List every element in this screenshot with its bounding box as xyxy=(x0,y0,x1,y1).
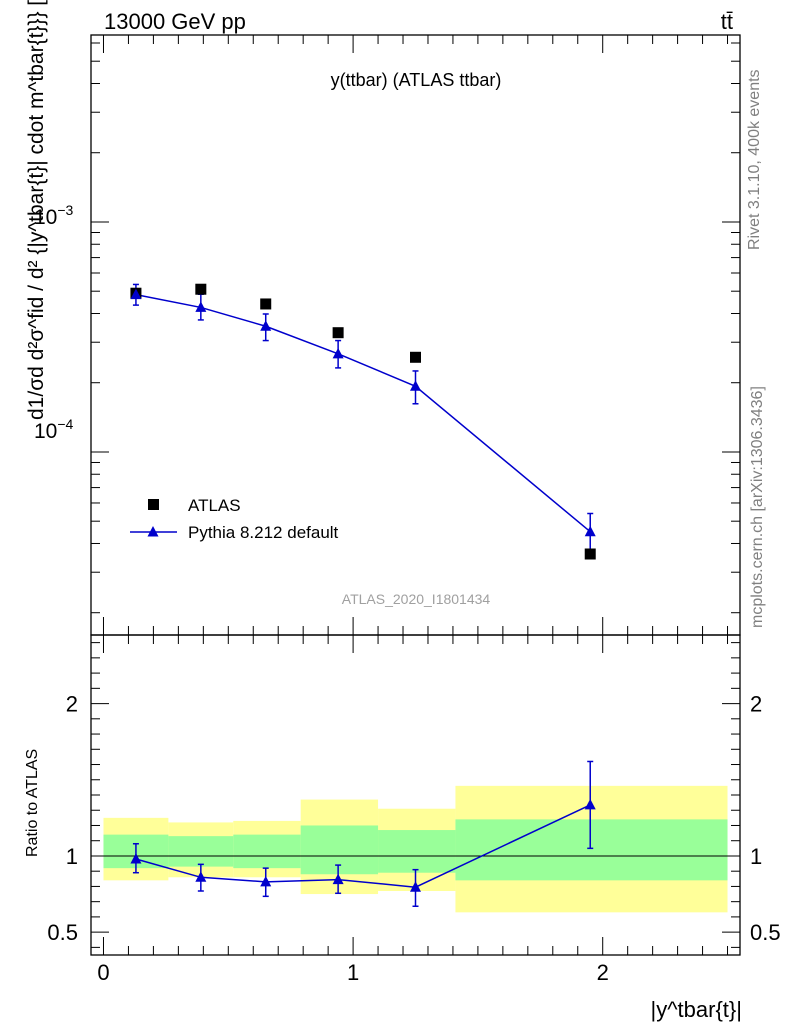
main-frame xyxy=(90,34,741,636)
legend: ATLAS Pythia 8.212 default xyxy=(130,496,339,542)
ratio-data-point xyxy=(260,875,272,887)
ratio-axis-ticks: 0.5 0.5 1 1 2 2 0 1 2 xyxy=(47,635,781,985)
y-tick-label-1e-3: 10−3 xyxy=(34,202,74,229)
main-y-axis-label: d1/σd d²σ^fid / d² {|y^tbar{t}| cdot m^t… xyxy=(25,0,48,420)
ratio-y-tick-label-right: 0.5 xyxy=(750,920,781,945)
main-panel: y(ttbar) (ATLAS ttbar) ATLAS_2020_I18014… xyxy=(25,0,741,636)
x-tick-label: 2 xyxy=(597,960,609,985)
ratio-y-tick-label-left: 2 xyxy=(66,692,78,717)
ratio-data-point xyxy=(584,798,596,810)
atlas-data-point xyxy=(260,298,272,310)
ratio-uncertainty-bands xyxy=(103,785,728,913)
legend-atlas-label: ATLAS xyxy=(188,496,241,515)
pythia-data-point xyxy=(195,301,207,312)
ratio-data-point xyxy=(195,871,207,882)
ratio-data-point xyxy=(410,881,421,892)
x-tick-label: 0 xyxy=(97,960,109,985)
mcplots-label: mcplots.cern.ch [arXiv:1306.3436] xyxy=(749,386,766,628)
atlas-data-point xyxy=(410,351,421,363)
main-data-layer xyxy=(130,283,596,560)
ratio-y-axis-label: Ratio to ATLAS xyxy=(24,749,41,857)
pythia-data-point xyxy=(130,288,142,300)
main-axis-ticks xyxy=(91,35,740,635)
pythia-series-line xyxy=(135,293,591,533)
process-label: tt̄ xyxy=(721,9,733,34)
ratio-y-tick-label-right: 1 xyxy=(750,844,762,869)
ratio-data-point xyxy=(332,873,344,885)
ratio-data-point xyxy=(130,853,142,864)
analysis-watermark: ATLAS_2020_I1801434 xyxy=(342,591,491,607)
ratio-band-green xyxy=(455,819,728,881)
ratio-band-green xyxy=(378,830,456,873)
legend-pythia-marker xyxy=(147,526,159,537)
atlas-data-point xyxy=(584,548,596,560)
ratio-y-tick-label-right: 2 xyxy=(750,692,762,717)
ratio-band-green xyxy=(233,834,301,869)
ratio-y-tick-label-left: 1 xyxy=(66,844,78,869)
rivet-label: Rivet 3.1.10, 400k events xyxy=(746,69,763,250)
energy-label: 13000 GeV pp xyxy=(104,9,246,34)
ratio-panel: 0.5 0.5 1 1 2 2 0 1 2 Ratio to ATLAS |y^tbar{t}| xyxy=(24,634,781,1022)
pythia-data-point xyxy=(584,525,596,537)
pythia-data-point xyxy=(332,347,344,359)
atlas-data-point xyxy=(195,283,207,295)
atlas-data-point xyxy=(332,327,344,339)
ratio-series-line xyxy=(135,804,591,888)
ratio-y-tick-label-left: 0.5 xyxy=(47,920,78,945)
x-tick-label: 1 xyxy=(347,960,359,985)
legend-atlas-marker xyxy=(148,499,159,510)
x-axis-label: |y^tbar{t}| xyxy=(651,997,742,1022)
ratio-band-green xyxy=(300,825,379,875)
plot-title: y(ttbar) (ATLAS ttbar) xyxy=(331,70,502,90)
legend-pythia-label: Pythia 8.212 default xyxy=(188,523,339,542)
ratio-band-green xyxy=(168,836,234,867)
pythia-data-point xyxy=(410,380,421,391)
pythia-data-point xyxy=(260,320,272,331)
ratio-data-layer xyxy=(130,760,596,907)
y-tick-label-1e-4: 10−4 xyxy=(34,416,74,443)
